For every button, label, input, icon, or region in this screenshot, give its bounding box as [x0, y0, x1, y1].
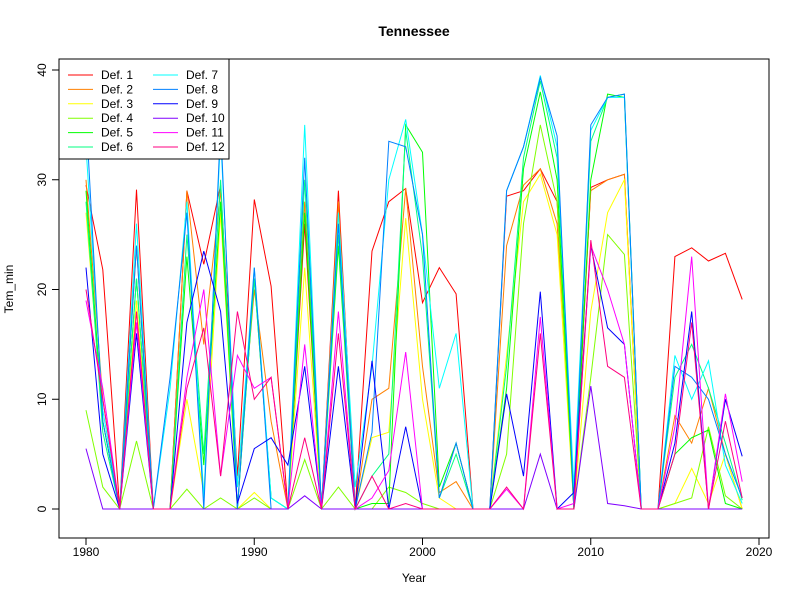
y-tick-label: 20 [35, 283, 49, 297]
legend-label: Def. 10 [186, 111, 225, 125]
legend-label: Def. 4 [101, 111, 133, 125]
y-axis: 0 10 20 30 40 [35, 63, 60, 512]
legend-label: Def. 1 [101, 68, 133, 82]
y-tick-label: 0 [35, 505, 49, 512]
legend-label: Def. 5 [101, 126, 133, 140]
x-tick-label: 2020 [746, 545, 773, 559]
y-tick-label: 40 [35, 63, 49, 77]
series-line-def-10 [85, 386, 743, 510]
series-line-def-2 [85, 167, 743, 510]
x-tick-label: 1990 [241, 545, 268, 559]
chart-title: Tennessee [378, 23, 450, 39]
y-tick-label: 30 [35, 173, 49, 187]
series-line-def-1 [85, 167, 743, 510]
legend-box [58, 58, 230, 160]
legend-label: Def. 7 [186, 68, 218, 82]
series-line-def-3 [85, 173, 743, 511]
y-tick-label: 10 [35, 392, 49, 406]
legend-label: Def. 12 [186, 140, 225, 154]
legend-label: Def. 6 [101, 140, 133, 154]
x-tick-label: 1980 [73, 545, 100, 559]
legend-label: Def. 11 [186, 126, 224, 140]
series-line-def-12 [85, 240, 743, 511]
series-line-def-8 [85, 75, 743, 510]
legend-label: Def. 9 [186, 97, 218, 111]
y-axis-title: Tem_min [2, 265, 16, 314]
x-tick-label: 2000 [409, 545, 436, 559]
x-tick-label: 2010 [577, 545, 604, 559]
series-line-def-11 [85, 245, 743, 511]
legend-label: Def. 2 [101, 82, 133, 96]
series-line-def-9 [85, 245, 743, 511]
series-line-def-4 [85, 124, 743, 511]
series-lines [85, 75, 743, 511]
x-axis: 1980 1990 2000 2010 2020 [73, 537, 773, 559]
legend-label: Def. 3 [101, 97, 133, 111]
x-axis-title: Year [402, 571, 426, 585]
legend-label: Def. 8 [186, 82, 218, 96]
